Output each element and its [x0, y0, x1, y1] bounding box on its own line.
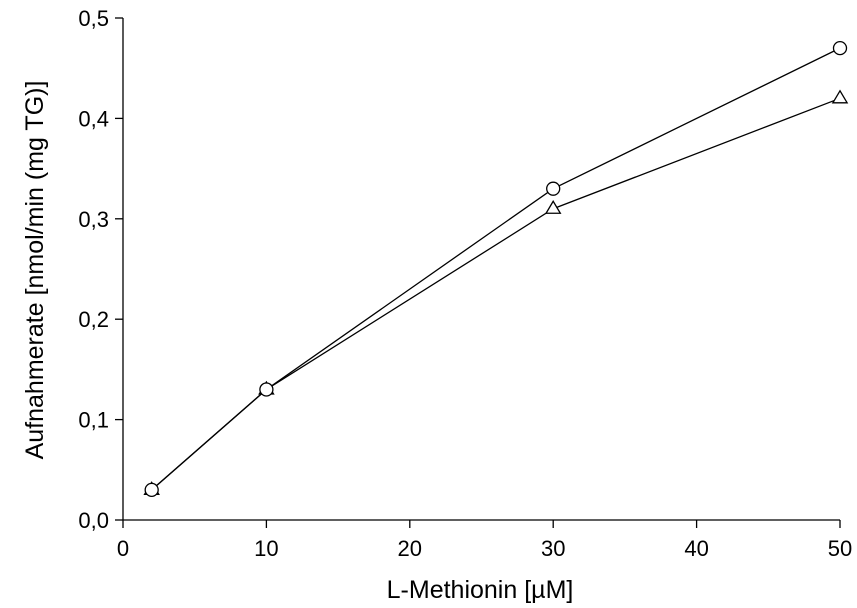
y-tick-label: 0,1	[78, 408, 109, 433]
x-axis-label: L-Methionin [µM]	[387, 576, 574, 604]
series-layer	[143, 40, 849, 498]
y-tick-label: 0,4	[78, 106, 109, 131]
y-tick-label: 0,0	[78, 508, 109, 533]
x-tick-label: 0	[117, 536, 129, 561]
x-tick-label: 40	[684, 536, 708, 561]
x-tick-label: 20	[398, 536, 422, 561]
circle-marker	[546, 181, 561, 196]
series-line-triangle	[151, 97, 841, 491]
x-tick-label: 10	[254, 536, 278, 561]
series-line-circle	[151, 47, 841, 491]
y-tick-label: 0,3	[78, 207, 109, 232]
y-tick-label: 0,2	[78, 307, 109, 332]
series-triangle	[143, 89, 849, 496]
series-circle	[144, 40, 848, 498]
y-axis-label: Aufnahmerate [nmol/min (mg TG)]	[21, 81, 49, 460]
triangle-marker	[831, 89, 849, 104]
circle-marker	[144, 482, 159, 498]
axes: 0 10 20 30 40 50 0,0 0,1 0,2 0,3 0,4 0,5	[78, 6, 852, 561]
triangle-marker	[544, 199, 562, 214]
x-tick-label: 50	[828, 536, 852, 561]
y-tick-label: 0,5	[78, 6, 109, 31]
x-tick-label: 30	[541, 536, 565, 561]
circle-marker	[832, 40, 848, 56]
circle-marker	[259, 382, 274, 397]
